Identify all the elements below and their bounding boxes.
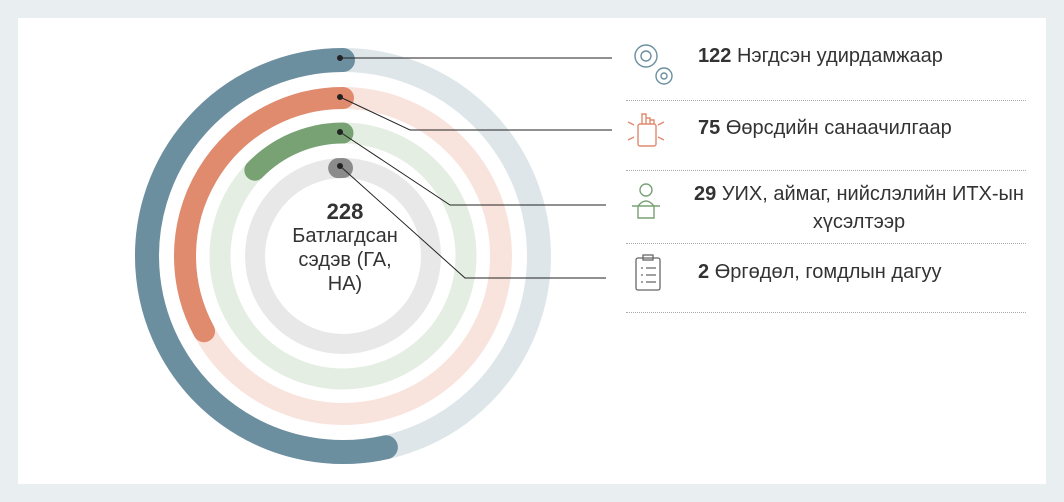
separator: [626, 312, 1026, 313]
icon-doc: [635, 254, 661, 291]
legend-label: Өргөдөл, гомдлын дагуу: [714, 261, 942, 283]
legend-value: 29: [694, 183, 717, 205]
icon-hand: [627, 113, 665, 147]
center-label: Батлагдсан сэдэв (ГА, НА): [292, 225, 398, 295]
legend-value: 122: [698, 45, 732, 67]
bar: [244, 122, 354, 181]
legend-label: УИХ, аймаг, нийслэлийн ИТХ-ын хүсэлтээр: [721, 183, 1024, 233]
legend-entry: 122 Нэгдсэн удирдамжаар: [698, 42, 943, 70]
legend-entry: 29 УИХ, аймаг, нийслэлийн ИТХ-ын хүсэлтэ…: [694, 180, 1024, 236]
connector: [339, 131, 606, 206]
connectors: [337, 55, 612, 279]
bar: [174, 87, 354, 343]
center: 228 Батлагдсан сэдэв (ГА, НА): [270, 200, 420, 296]
separator: [626, 243, 1026, 244]
connector: [339, 165, 606, 279]
total: 228: [326, 199, 364, 224]
legend-value: 75: [698, 117, 721, 139]
legend-entry: 75 Өөрсдийн санаачилгаар: [698, 114, 952, 142]
legend-entry: 2 Өргөдөл, гомдлын дагуу: [698, 258, 942, 286]
separator: [626, 170, 1026, 171]
bars: [135, 48, 398, 464]
connector: [339, 96, 612, 131]
icon-gears: [634, 44, 673, 85]
separator: [626, 100, 1026, 101]
legend-label: Нэгдсэн удирдамжаар: [736, 45, 943, 67]
legend-value: 2: [698, 261, 710, 283]
legend-label: Өөрсдийн санаачилгаар: [725, 117, 952, 139]
bar: [135, 48, 398, 464]
icon-speaker: [632, 183, 660, 219]
